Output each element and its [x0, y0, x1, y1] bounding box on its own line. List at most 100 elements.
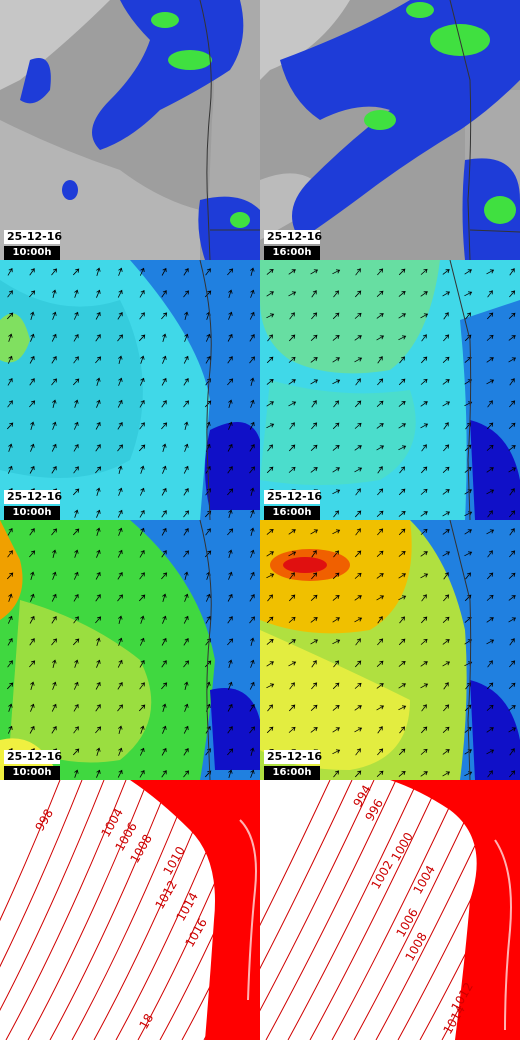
wind-arrow — [509, 770, 516, 778]
wind-arrow — [289, 312, 295, 320]
wind-arrow — [227, 268, 234, 276]
wind-arrow — [311, 290, 317, 298]
wind-arrow — [227, 616, 233, 624]
wind-arrow — [139, 509, 145, 518]
wind-arrow — [29, 615, 35, 624]
wind-arrow — [332, 379, 341, 385]
wind-arrow — [398, 771, 406, 777]
wind-arrow — [161, 312, 168, 320]
wind-arrow — [139, 769, 145, 778]
wind-arrow — [398, 423, 406, 429]
wind-arrow — [139, 487, 145, 496]
wind-arrow — [250, 747, 255, 756]
wind-arrow — [138, 594, 146, 602]
wind-arrow — [139, 267, 145, 276]
wind-arrow — [399, 726, 405, 734]
wind-arrow — [249, 334, 255, 342]
wind-arrow — [138, 704, 146, 712]
wind-arrow — [376, 683, 384, 689]
wind-arrow — [377, 378, 384, 386]
wind-arrow — [486, 334, 494, 341]
wind-arrow — [509, 378, 515, 386]
wind-arrow — [74, 509, 79, 518]
wind-arrow — [96, 527, 101, 536]
wind-arrow — [162, 333, 167, 342]
wind-arrow — [354, 727, 363, 733]
timestamp: 25-12-16 10:00h — [4, 490, 62, 520]
wind-arrow — [354, 705, 362, 711]
wind-arrow — [266, 379, 274, 385]
wind-arrow — [420, 313, 429, 319]
wind-arrow — [288, 466, 296, 473]
wind-arrow — [355, 528, 361, 536]
wind-arrow — [183, 400, 189, 408]
wind-arrow — [310, 357, 318, 363]
timestamp: 25-12-16 10:00h — [4, 230, 62, 260]
wind-arrow — [442, 639, 450, 645]
wind-arrow — [487, 290, 493, 298]
wind-arrow — [96, 377, 101, 386]
wind-arrow — [227, 748, 234, 756]
wind-arrow — [443, 334, 450, 342]
wind-arrow — [161, 527, 167, 536]
wind-arrow — [420, 356, 428, 364]
wind-arrow — [266, 291, 274, 297]
wind-arrow — [377, 726, 383, 734]
wind-arrow — [508, 467, 517, 473]
wind-arrow — [250, 549, 255, 558]
isobar-line — [27, 780, 149, 1040]
wind-arrow — [205, 528, 211, 536]
wind-arrow — [205, 378, 211, 386]
wind-arrow — [399, 616, 405, 624]
wind-arrow — [354, 312, 362, 319]
wind-arrow — [486, 617, 494, 623]
wind-arrow — [95, 334, 101, 342]
date-label: 25-12-16 — [4, 490, 62, 504]
wind-arrow — [30, 443, 35, 452]
wind-arrow — [354, 682, 362, 689]
wind-arrow — [354, 290, 362, 298]
wind-arrow — [74, 289, 79, 298]
wind-arrow — [376, 423, 384, 429]
wind-arrow — [118, 725, 123, 734]
wind-arrow — [95, 311, 101, 320]
wind-arrow — [29, 378, 35, 386]
wind-map-1600[interactable]: 25-12-16 16:00h — [260, 260, 520, 520]
wind-arrow — [249, 421, 255, 430]
wind-arrow — [486, 379, 495, 385]
wind-arrow — [95, 616, 102, 624]
wind-arrow — [7, 637, 13, 646]
wind-arrow — [377, 528, 384, 536]
wind-arrow — [509, 290, 516, 298]
wind-arrow — [266, 401, 274, 407]
gust-map-1600[interactable]: 25-12-16 16:00h — [260, 520, 520, 780]
wind-arrow — [73, 443, 79, 452]
pressure-map-b[interactable]: 994 996 1000 1002 1004 1006 1008 1012 1014 — [260, 780, 520, 1040]
wind-arrow — [377, 616, 383, 624]
isobar-line — [331, 780, 463, 1040]
wind-arrow — [139, 549, 145, 558]
wind-arrow — [162, 615, 167, 624]
wind-arrow — [139, 312, 145, 320]
wind-map-1000[interactable]: 25-12-16 10:00h — [0, 260, 260, 520]
wind-arrow — [72, 638, 80, 646]
wind-arrow — [420, 488, 428, 495]
wind-arrow — [288, 401, 297, 407]
wind-arrow — [183, 290, 189, 298]
precip-map-1000[interactable]: 25-12-16 10:00h — [0, 0, 260, 260]
wind-arrow — [204, 290, 212, 298]
wind-arrow — [332, 357, 340, 363]
precip-map-1600[interactable]: 25-12-16 16:00h — [260, 0, 520, 260]
wind-arrow — [332, 422, 340, 430]
gust-map-1000[interactable]: 25-12-16 10:00h — [0, 520, 260, 780]
wind-arrow — [118, 355, 123, 364]
wind-arrow — [227, 593, 233, 602]
wind-arrow — [266, 529, 274, 535]
wind-arrow — [117, 659, 123, 668]
wind-arrow — [486, 467, 494, 473]
wind-arrow — [228, 421, 233, 430]
wind-arrow — [376, 313, 384, 319]
wind-arrow — [7, 550, 13, 558]
wind-arrow — [117, 769, 123, 778]
pressure-map-a[interactable]: 998 1004 1006 1008 1010 1012 1014 1016 18 — [0, 780, 260, 1040]
